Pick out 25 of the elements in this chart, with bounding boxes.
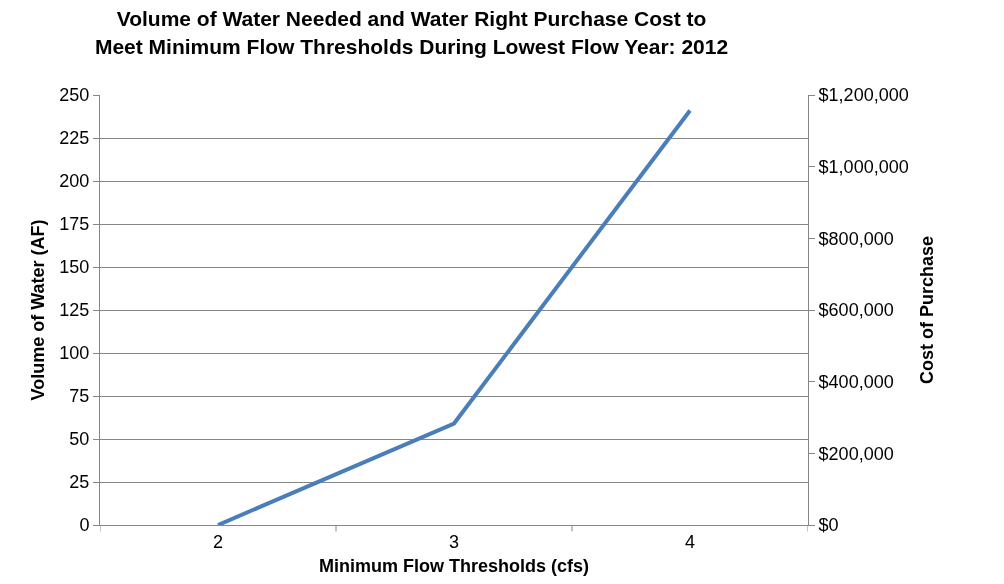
y2-tick-label: $600,000 xyxy=(818,300,894,321)
y-axis-title: Volume of Water (AF) xyxy=(27,219,48,401)
x-tick-label: 4 xyxy=(684,531,696,552)
y2-tick-label: $0 xyxy=(818,515,839,536)
x-tick-label: 2 xyxy=(212,531,224,552)
y-tick-label: 150 xyxy=(59,257,90,278)
y-tick-label: 200 xyxy=(59,171,90,192)
y2-axis-title: Cost of Purchase xyxy=(916,235,937,385)
y-tick-label: 50 xyxy=(69,429,90,450)
y2-tick-label: $1,000,000 xyxy=(818,156,909,177)
y-tick-label: 225 xyxy=(59,128,90,149)
y-tick-label: 25 xyxy=(69,472,90,493)
y2-tick-label: $200,000 xyxy=(818,443,894,464)
y-tick-label: 250 xyxy=(59,85,90,106)
x-axis-title: Minimum Flow Thresholds (cfs) xyxy=(318,555,590,576)
y-tick-label: 125 xyxy=(59,300,90,321)
y-tick-label: 175 xyxy=(59,214,90,235)
y-tick-label: 0 xyxy=(79,515,90,536)
y2-tick-label: $400,000 xyxy=(818,371,894,392)
y2-tick-label: $800,000 xyxy=(818,228,894,249)
y2-tick-label: $1,200,000 xyxy=(818,85,909,106)
y-tick-label: 100 xyxy=(59,343,90,364)
x-tick-label: 3 xyxy=(448,531,460,552)
chart-title: Volume of Water Needed and Water Right Purchase Cost to Meet Minimum Flow Thresholds During Lowest Flow Year: 2012 xyxy=(94,7,729,58)
y-tick-label: 75 xyxy=(69,386,90,407)
